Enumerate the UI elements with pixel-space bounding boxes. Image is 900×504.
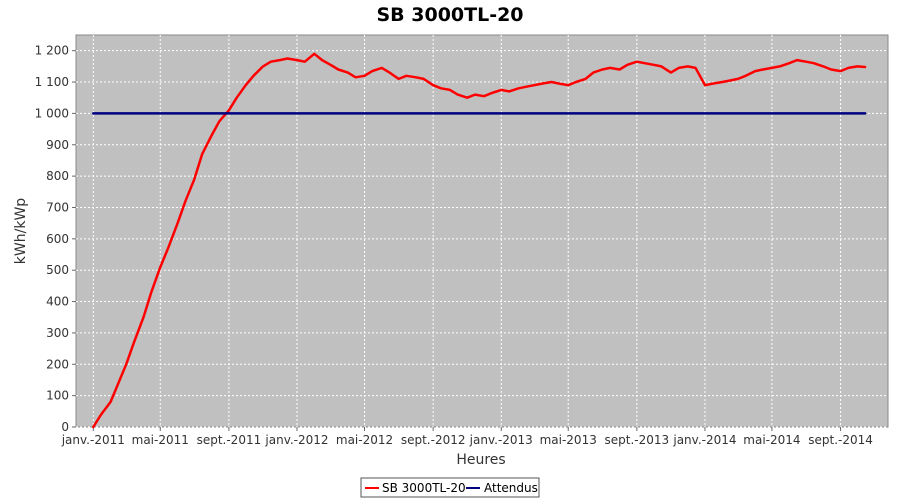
x-tick-label: mai-2013 — [540, 433, 597, 447]
x-axis: janv.-2011 mai-2011 sept.-2011 janv.-2012 ma… — [61, 427, 873, 447]
series-lines — [92, 52, 867, 429]
y-tick-label: 500 — [46, 263, 69, 277]
y-tick-label: 1 200 — [35, 44, 69, 58]
y-tick-label: 1 100 — [35, 75, 69, 89]
y-tick-label: 600 — [46, 232, 69, 246]
y-tick-label: 400 — [46, 295, 69, 309]
chart-title: SB 3000TL-20 — [376, 4, 523, 26]
series-line-sb3000tl — [92, 52, 867, 429]
x-tick-label: janv.-2014 — [672, 433, 736, 447]
y-tick-label: 1 000 — [35, 106, 69, 120]
x-axis-title: Heures — [456, 452, 505, 468]
y-tick-label: 100 — [46, 389, 69, 403]
y-tick-label: 900 — [46, 138, 69, 152]
x-tick-label: sept.-2013 — [605, 433, 670, 447]
x-tick-label: janv.-2013 — [469, 433, 533, 447]
x-tick-label: sept.-2012 — [401, 433, 466, 447]
y-tick-label: 800 — [46, 169, 69, 183]
plot-area — [75, 34, 889, 428]
legend-label-sb3000tl: SB 3000TL-20 — [382, 481, 466, 495]
x-tick-label: mai-2014 — [743, 433, 800, 447]
y-tick-label: 200 — [46, 357, 69, 371]
x-tick-label: janv.-2012 — [264, 433, 328, 447]
x-tick-label: janv.-2011 — [61, 433, 125, 447]
grid-lines — [76, 35, 888, 428]
x-tick-label: mai-2012 — [336, 433, 393, 447]
y-axis: 0 100 200 300 400 500 600 700 800 900 1 000 1 100 1 … — [35, 44, 76, 434]
y-axis-title: kWh/kWp — [13, 198, 29, 264]
legend: SB 3000TL-20 Attendus — [360, 477, 540, 498]
legend-box — [360, 477, 540, 498]
x-tick-label: sept.-2011 — [197, 433, 262, 447]
x-tick-label: sept.-2014 — [808, 433, 873, 447]
legend-label-attendus: Attendus — [484, 481, 538, 495]
y-tick-label: 700 — [46, 200, 69, 214]
y-tick-label: 300 — [46, 326, 69, 340]
y-tick-label: 0 — [61, 420, 69, 434]
x-tick-label: mai-2011 — [132, 433, 189, 447]
